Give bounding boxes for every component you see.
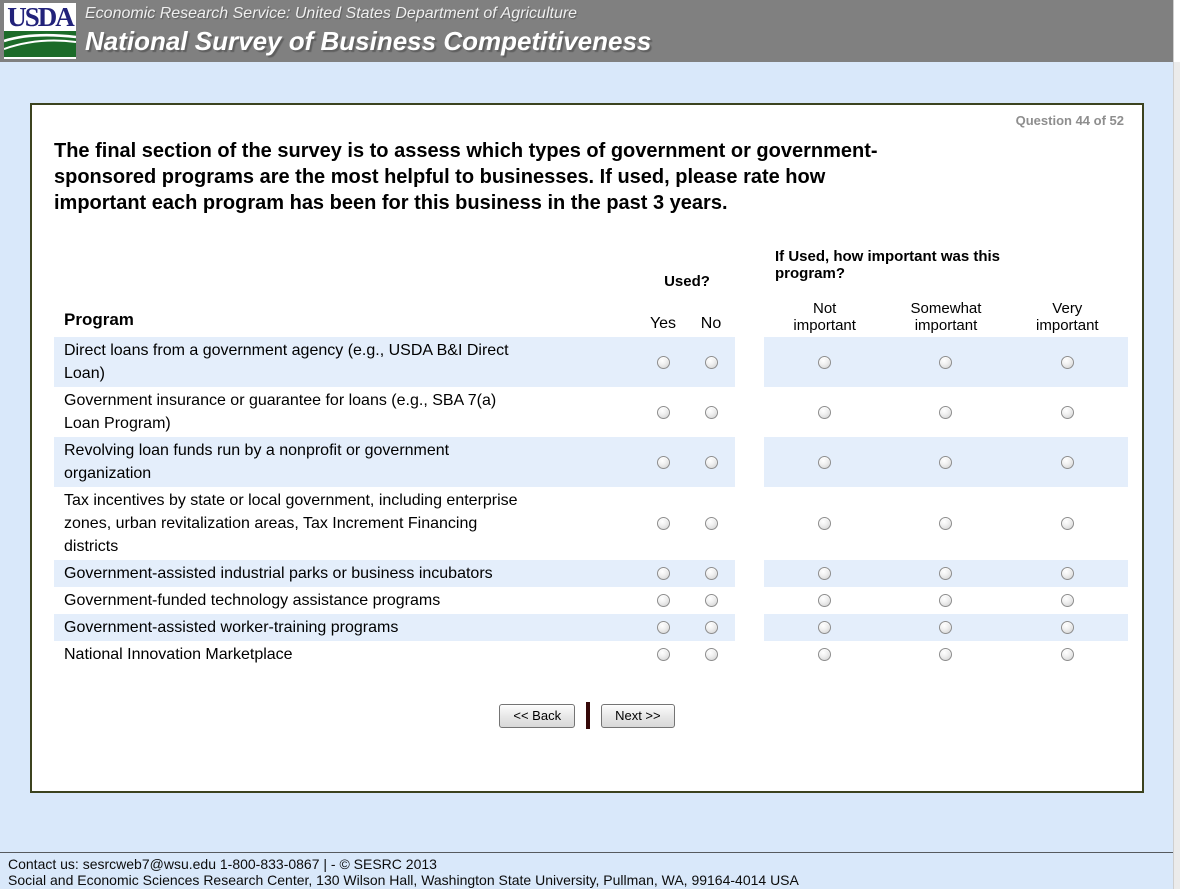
used-yes-radio[interactable] <box>656 455 670 469</box>
program-label: Government-assisted industrial parks or … <box>64 565 493 582</box>
somewhat-important-column-header: Somewhat important <box>910 300 982 334</box>
used-column-header: Used? <box>664 273 710 290</box>
site-header: USDA Economic Research Service: United S… <box>0 0 1180 62</box>
program-column-header: Program <box>64 310 134 329</box>
used-no-radio[interactable] <box>704 621 718 634</box>
somewhat-important-radio[interactable] <box>939 648 953 661</box>
page-body: Question 44 of 52 The final section of t… <box>0 62 1180 852</box>
used-no-radio[interactable] <box>704 594 718 607</box>
not-important-radio[interactable] <box>818 405 832 419</box>
no-column-header: No <box>700 315 722 332</box>
somewhat-important-radio[interactable] <box>939 567 953 580</box>
used-yes-radio[interactable] <box>656 355 670 369</box>
usda-logo-field-icon <box>4 31 76 57</box>
used-yes-radio[interactable] <box>656 648 670 661</box>
used-yes-radio[interactable] <box>656 621 670 634</box>
very-important-radio[interactable] <box>1060 455 1074 469</box>
question-counter: Question 44 of 52 <box>1015 113 1124 128</box>
not-important-radio[interactable] <box>818 594 832 607</box>
somewhat-important-radio[interactable] <box>939 594 953 607</box>
navigation-row: << Back Next >> <box>32 702 1142 729</box>
somewhat-important-radio[interactable] <box>939 405 953 419</box>
not-important-radio[interactable] <box>818 355 832 369</box>
program-label: Revolving loan funds run by a nonprofit … <box>64 442 450 482</box>
survey-panel: Question 44 of 52 The final section of t… <box>30 103 1144 793</box>
somewhat-important-radio[interactable] <box>939 455 953 469</box>
column-gap <box>735 242 764 337</box>
yes-column-header: Yes <box>649 315 677 332</box>
not-important-radio[interactable] <box>818 567 832 580</box>
not-important-radio[interactable] <box>818 648 832 661</box>
used-yes-radio[interactable] <box>656 594 670 607</box>
window-right-gutter <box>1173 0 1180 889</box>
very-important-radio[interactable] <box>1060 621 1074 634</box>
somewhat-important-radio[interactable] <box>939 355 953 369</box>
program-label: National Innovation Marketplace <box>64 646 293 663</box>
used-no-radio[interactable] <box>704 567 718 580</box>
very-important-radio[interactable] <box>1060 648 1074 661</box>
row-gap <box>735 487 764 560</box>
not-important-radio[interactable] <box>818 621 832 634</box>
table-row: Direct loans from a government agency (e… <box>54 337 1128 387</box>
survey-table-body: Direct loans from a government agency (e… <box>54 337 1128 668</box>
table-row: Government-assisted industrial parks or … <box>54 560 1128 587</box>
row-gap <box>735 387 764 437</box>
row-gap <box>735 641 764 668</box>
table-row: National Innovation Marketplace <box>54 641 1128 668</box>
program-label: Government insurance or guarantee for lo… <box>64 392 497 432</box>
row-gap <box>735 614 764 641</box>
next-button[interactable]: Next >> <box>601 703 675 728</box>
survey-title: National Survey of Business Competitiven… <box>85 26 652 56</box>
used-no-radio[interactable] <box>704 355 718 369</box>
table-row: Tax incentives by state or local governm… <box>54 487 1128 560</box>
row-gap <box>735 560 764 587</box>
very-important-radio[interactable] <box>1060 517 1074 530</box>
very-important-radio[interactable] <box>1060 594 1074 607</box>
usda-logo-text: USDA <box>7 2 75 32</box>
very-important-column-header: Very important <box>1036 300 1099 334</box>
program-label: Government-assisted worker-training prog… <box>64 619 399 636</box>
used-no-radio[interactable] <box>704 405 718 419</box>
not-important-radio[interactable] <box>818 517 832 530</box>
footer-address-line: Social and Economic Sciences Research Ce… <box>8 872 799 888</box>
back-button[interactable]: << Back <box>499 703 576 728</box>
table-row: Government-funded technology assistance … <box>54 587 1128 614</box>
row-gap <box>735 437 764 487</box>
used-no-radio[interactable] <box>704 517 718 530</box>
program-label: Tax incentives by state or local governm… <box>64 492 518 555</box>
very-important-radio[interactable] <box>1060 405 1074 419</box>
usda-logo: USDA <box>4 3 76 59</box>
table-row: Revolving loan funds run by a nonprofit … <box>54 437 1128 487</box>
program-label: Government-funded technology assistance … <box>64 592 441 609</box>
question-prompt: The final section of the survey is to as… <box>54 140 878 214</box>
row-gap <box>735 337 764 387</box>
agency-line: Economic Research Service: United States… <box>85 5 578 22</box>
used-yes-radio[interactable] <box>656 405 670 419</box>
importance-column-header: If Used, how important was this program? <box>775 248 1001 282</box>
site-footer: Contact us: sesrcweb7@wsu.edu 1-800-833-… <box>0 852 1180 889</box>
button-divider <box>586 702 591 729</box>
not-important-column-header: Not important <box>793 300 856 334</box>
used-yes-radio[interactable] <box>656 517 670 530</box>
somewhat-important-radio[interactable] <box>939 517 953 530</box>
survey-table: Program Used? Yes No If Used, how import… <box>54 242 1128 668</box>
table-row: Government-assisted worker-training prog… <box>54 614 1128 641</box>
used-yes-radio[interactable] <box>656 567 670 580</box>
footer-contact-line: Contact us: sesrcweb7@wsu.edu 1-800-833-… <box>8 856 437 872</box>
very-important-radio[interactable] <box>1060 567 1074 580</box>
row-gap <box>735 587 764 614</box>
program-label: Direct loans from a government agency (e… <box>64 342 509 382</box>
not-important-radio[interactable] <box>818 455 832 469</box>
table-header: Program Used? Yes No If Used, how import… <box>54 242 1128 337</box>
somewhat-important-radio[interactable] <box>939 621 953 634</box>
very-important-radio[interactable] <box>1060 355 1074 369</box>
used-no-radio[interactable] <box>704 648 718 661</box>
used-no-radio[interactable] <box>704 455 718 469</box>
table-row: Government insurance or guarantee for lo… <box>54 387 1128 437</box>
